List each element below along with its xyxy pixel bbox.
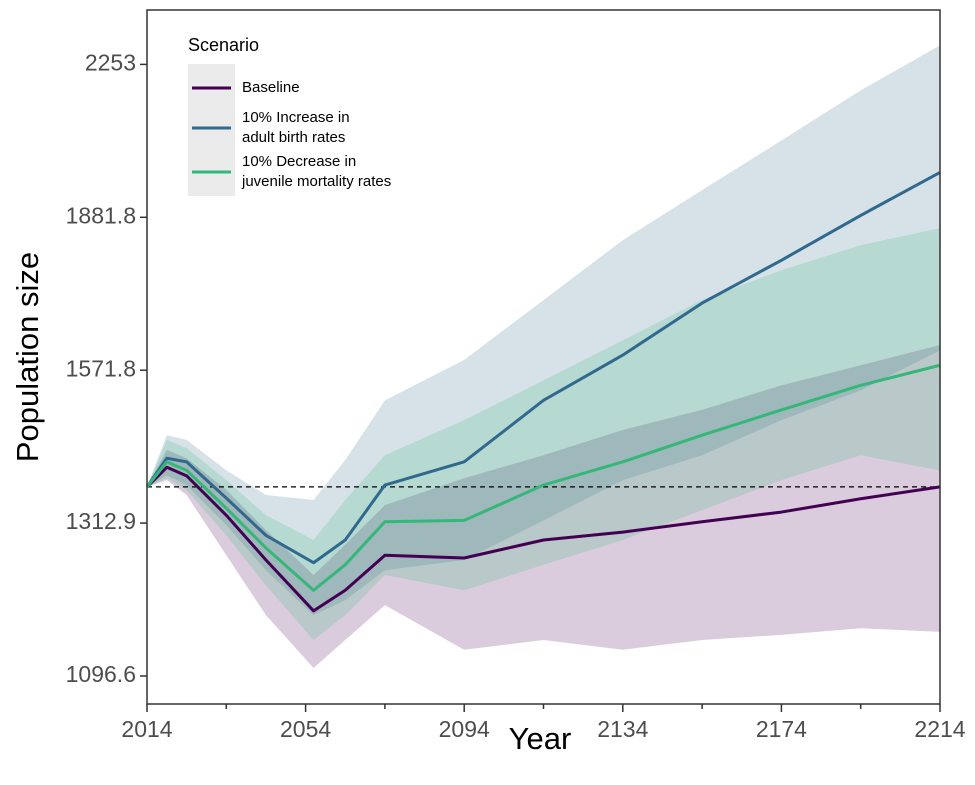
- series-line: [145, 171, 941, 565]
- x-tick-label: 2134: [597, 716, 648, 742]
- x-tick-label: 2214: [914, 716, 965, 742]
- confidence-band: [147, 228, 940, 641]
- plot-border: [146, 9, 941, 705]
- y-tick-label: 1571.8: [66, 355, 136, 381]
- legend-label: 10% Decrease in juvenile mortality rates: [242, 153, 392, 190]
- legend-title: Scenario: [188, 35, 260, 55]
- x-tick-label: 2094: [439, 716, 490, 742]
- series-line: [145, 363, 941, 592]
- legend-label: 10% Increase in adult birth rates: [242, 109, 350, 146]
- confidence-band: [147, 45, 940, 616]
- y-tick-label: 1096.6: [66, 661, 136, 687]
- x-tick-label: 2014: [121, 716, 172, 742]
- y-tick-label: 1881.8: [66, 202, 136, 228]
- x-tick-label: 2054: [280, 716, 331, 742]
- y-tick-label: 2253: [85, 49, 136, 75]
- series-line: [145, 465, 941, 613]
- confidence-band: [147, 345, 940, 668]
- x-axis-title: Year: [509, 721, 572, 756]
- y-tick-label: 1312.9: [66, 508, 136, 534]
- legend-key-background: [188, 64, 235, 196]
- legend-label: Baseline: [242, 79, 300, 96]
- y-axis-title: Population size: [10, 252, 45, 462]
- x-tick-label: 2174: [756, 716, 807, 742]
